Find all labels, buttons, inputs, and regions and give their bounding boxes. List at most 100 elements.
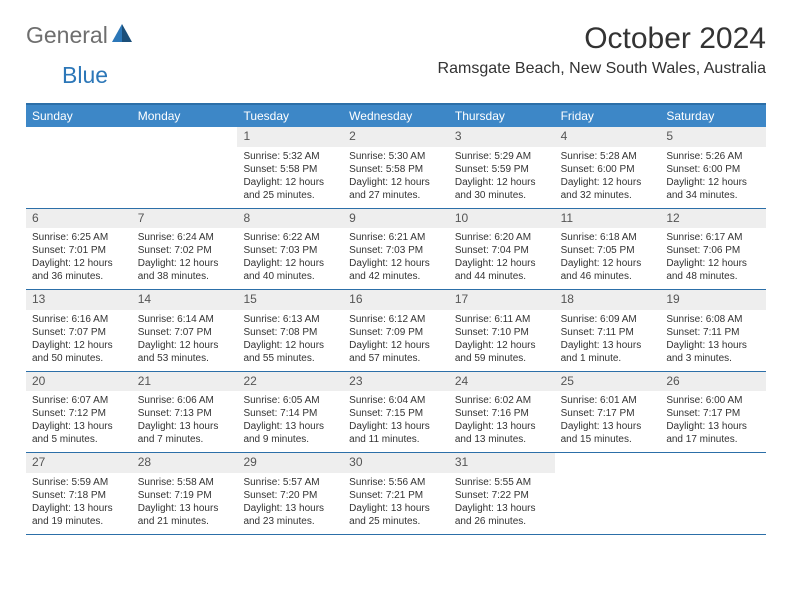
day-cell: 2Sunrise: 5:30 AMSunset: 5:58 PMDaylight… — [343, 127, 449, 208]
sunset-text: Sunset: 7:11 PM — [561, 326, 655, 339]
daylight-text: Daylight: 12 hours — [138, 339, 232, 352]
sunset-text: Sunset: 7:09 PM — [349, 326, 443, 339]
weekday-header: Saturday — [660, 105, 766, 127]
day-cell: 24Sunrise: 6:02 AMSunset: 7:16 PMDayligh… — [449, 372, 555, 453]
daylight-text: Daylight: 13 hours — [32, 502, 126, 515]
day-number: 1 — [237, 127, 343, 147]
daylight-text: and 30 minutes. — [455, 189, 549, 202]
week-row: 13Sunrise: 6:16 AMSunset: 7:07 PMDayligh… — [26, 290, 766, 372]
sunrise-text: Sunrise: 6:13 AM — [243, 313, 337, 326]
day-number: 25 — [555, 372, 661, 392]
daylight-text: and 25 minutes. — [349, 515, 443, 528]
sunrise-text: Sunrise: 5:28 AM — [561, 150, 655, 163]
day-body: Sunrise: 6:21 AMSunset: 7:03 PMDaylight:… — [343, 228, 449, 289]
day-cell: 22Sunrise: 6:05 AMSunset: 7:14 PMDayligh… — [237, 372, 343, 453]
daylight-text: and 15 minutes. — [561, 433, 655, 446]
logo-text-blue: Blue — [62, 62, 108, 88]
day-body: Sunrise: 6:18 AMSunset: 7:05 PMDaylight:… — [555, 228, 661, 289]
day-cell — [26, 127, 132, 208]
day-body: Sunrise: 6:17 AMSunset: 7:06 PMDaylight:… — [660, 228, 766, 289]
daylight-text: and 40 minutes. — [243, 270, 337, 283]
day-cell: 23Sunrise: 6:04 AMSunset: 7:15 PMDayligh… — [343, 372, 449, 453]
daylight-text: and 7 minutes. — [138, 433, 232, 446]
daylight-text: and 42 minutes. — [349, 270, 443, 283]
day-number: 3 — [449, 127, 555, 147]
day-body: Sunrise: 6:24 AMSunset: 7:02 PMDaylight:… — [132, 228, 238, 289]
day-number: 28 — [132, 453, 238, 473]
sunrise-text: Sunrise: 6:00 AM — [666, 394, 760, 407]
sunset-text: Sunset: 7:15 PM — [349, 407, 443, 420]
sunset-text: Sunset: 5:59 PM — [455, 163, 549, 176]
sunset-text: Sunset: 7:14 PM — [243, 407, 337, 420]
sunrise-text: Sunrise: 5:30 AM — [349, 150, 443, 163]
title-block: October 2024 Ramsgate Beach, New South W… — [438, 22, 766, 78]
daylight-text: Daylight: 12 hours — [561, 176, 655, 189]
sunset-text: Sunset: 7:07 PM — [138, 326, 232, 339]
day-cell: 26Sunrise: 6:00 AMSunset: 7:17 PMDayligh… — [660, 372, 766, 453]
daylight-text: Daylight: 13 hours — [561, 420, 655, 433]
sunset-text: Sunset: 7:16 PM — [455, 407, 549, 420]
weekday-header-row: SundayMondayTuesdayWednesdayThursdayFrid… — [26, 105, 766, 127]
month-title: October 2024 — [438, 22, 766, 56]
weekday-header: Sunday — [26, 105, 132, 127]
day-body: Sunrise: 5:56 AMSunset: 7:21 PMDaylight:… — [343, 473, 449, 534]
day-number: 12 — [660, 209, 766, 229]
sunset-text: Sunset: 7:19 PM — [138, 489, 232, 502]
day-number: 18 — [555, 290, 661, 310]
location-subtitle: Ramsgate Beach, New South Wales, Austral… — [438, 60, 766, 78]
sunrise-text: Sunrise: 6:01 AM — [561, 394, 655, 407]
day-number: 14 — [132, 290, 238, 310]
sunset-text: Sunset: 7:22 PM — [455, 489, 549, 502]
sunrise-text: Sunrise: 6:24 AM — [138, 231, 232, 244]
daylight-text: Daylight: 12 hours — [243, 257, 337, 270]
daylight-text: Daylight: 12 hours — [32, 339, 126, 352]
day-body: Sunrise: 5:58 AMSunset: 7:19 PMDaylight:… — [132, 473, 238, 534]
daylight-text: Daylight: 12 hours — [32, 257, 126, 270]
day-body: Sunrise: 6:11 AMSunset: 7:10 PMDaylight:… — [449, 310, 555, 371]
day-body: Sunrise: 6:14 AMSunset: 7:07 PMDaylight:… — [132, 310, 238, 371]
daylight-text: and 26 minutes. — [455, 515, 549, 528]
calendar: SundayMondayTuesdayWednesdayThursdayFrid… — [26, 103, 766, 535]
day-cell: 6Sunrise: 6:25 AMSunset: 7:01 PMDaylight… — [26, 209, 132, 290]
daylight-text: Daylight: 12 hours — [666, 176, 760, 189]
day-number: 7 — [132, 209, 238, 229]
sunrise-text: Sunrise: 5:29 AM — [455, 150, 549, 163]
day-cell: 27Sunrise: 5:59 AMSunset: 7:18 PMDayligh… — [26, 453, 132, 534]
day-body: Sunrise: 5:29 AMSunset: 5:59 PMDaylight:… — [449, 147, 555, 208]
daylight-text: Daylight: 12 hours — [455, 176, 549, 189]
day-body: Sunrise: 6:09 AMSunset: 7:11 PMDaylight:… — [555, 310, 661, 371]
day-body: Sunrise: 5:28 AMSunset: 6:00 PMDaylight:… — [555, 147, 661, 208]
day-body: Sunrise: 6:20 AMSunset: 7:04 PMDaylight:… — [449, 228, 555, 289]
sunrise-text: Sunrise: 6:25 AM — [32, 231, 126, 244]
daylight-text: Daylight: 13 hours — [243, 502, 337, 515]
day-number: 22 — [237, 372, 343, 392]
sunrise-text: Sunrise: 5:55 AM — [455, 476, 549, 489]
daylight-text: and 59 minutes. — [455, 352, 549, 365]
sunrise-text: Sunrise: 6:05 AM — [243, 394, 337, 407]
sunset-text: Sunset: 7:02 PM — [138, 244, 232, 257]
sunrise-text: Sunrise: 6:06 AM — [138, 394, 232, 407]
sunrise-text: Sunrise: 5:57 AM — [243, 476, 337, 489]
day-number: 27 — [26, 453, 132, 473]
sunset-text: Sunset: 7:10 PM — [455, 326, 549, 339]
daylight-text: Daylight: 13 hours — [32, 420, 126, 433]
sunset-text: Sunset: 7:04 PM — [455, 244, 549, 257]
sunrise-text: Sunrise: 6:20 AM — [455, 231, 549, 244]
daylight-text: and 11 minutes. — [349, 433, 443, 446]
daylight-text: Daylight: 12 hours — [455, 339, 549, 352]
weekday-header: Monday — [132, 105, 238, 127]
day-body: Sunrise: 5:57 AMSunset: 7:20 PMDaylight:… — [237, 473, 343, 534]
day-body: Sunrise: 6:00 AMSunset: 7:17 PMDaylight:… — [660, 391, 766, 452]
day-number: 6 — [26, 209, 132, 229]
day-body: Sunrise: 6:07 AMSunset: 7:12 PMDaylight:… — [26, 391, 132, 452]
day-number: 9 — [343, 209, 449, 229]
sunset-text: Sunset: 7:17 PM — [666, 407, 760, 420]
day-number: 2 — [343, 127, 449, 147]
day-number: 4 — [555, 127, 661, 147]
week-row: 27Sunrise: 5:59 AMSunset: 7:18 PMDayligh… — [26, 453, 766, 535]
day-cell: 10Sunrise: 6:20 AMSunset: 7:04 PMDayligh… — [449, 209, 555, 290]
daylight-text: and 44 minutes. — [455, 270, 549, 283]
daylight-text: Daylight: 13 hours — [455, 502, 549, 515]
day-body: Sunrise: 5:55 AMSunset: 7:22 PMDaylight:… — [449, 473, 555, 534]
day-cell: 14Sunrise: 6:14 AMSunset: 7:07 PMDayligh… — [132, 290, 238, 371]
